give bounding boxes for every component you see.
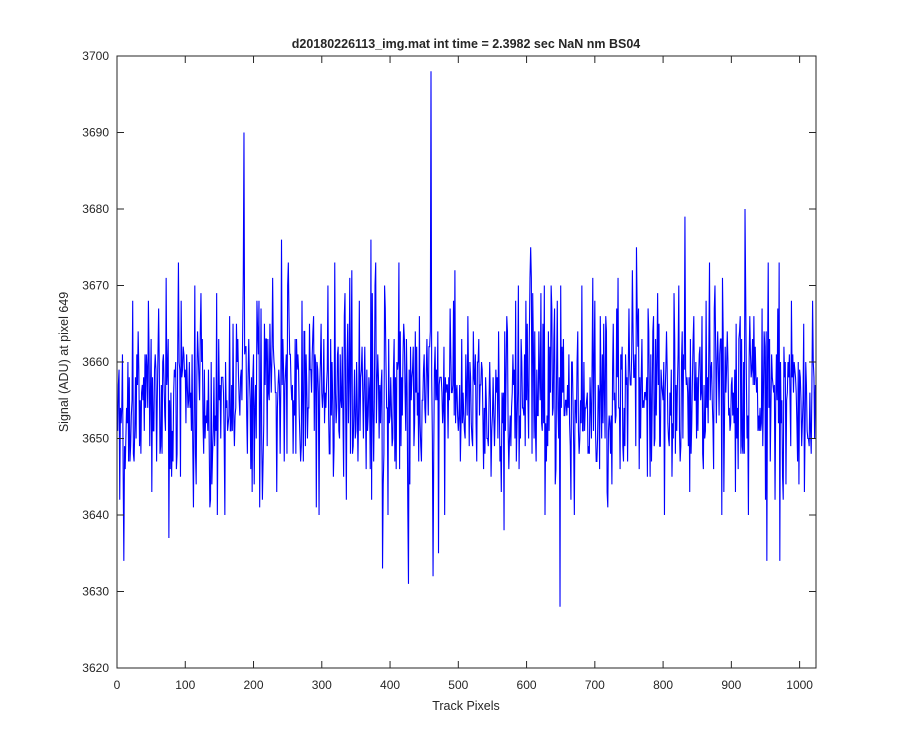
x-tick-label: 200 bbox=[244, 678, 264, 692]
y-tick-label: 3620 bbox=[82, 661, 109, 675]
y-tick-label: 3660 bbox=[82, 355, 109, 369]
chart-title: d20180226113_img.mat int time = 2.3982 s… bbox=[292, 37, 641, 51]
x-tick-label: 500 bbox=[448, 678, 468, 692]
x-tick-label: 0 bbox=[114, 678, 121, 692]
plot-box bbox=[116, 55, 817, 669]
y-tick-label: 3640 bbox=[82, 508, 109, 522]
x-axis-label: Track Pixels bbox=[432, 699, 500, 713]
y-axis: 3620 3630 3640 3650 3660 3670 3680 3690 3700 bbox=[82, 49, 816, 675]
x-tick-label: 100 bbox=[175, 678, 195, 692]
y-tick-label: 3670 bbox=[82, 279, 109, 293]
x-tick-label: 700 bbox=[585, 678, 605, 692]
x-axis: 0 100 200 300 400 500 600 700 800 900 1000 bbox=[114, 56, 813, 692]
x-tick-label: 400 bbox=[380, 678, 400, 692]
x-tick-label: 800 bbox=[653, 678, 673, 692]
signal-series-line bbox=[116, 71, 816, 607]
y-axis-label: Signal (ADU) at pixel 649 bbox=[57, 292, 71, 432]
y-tick-label: 3630 bbox=[82, 585, 109, 599]
x-tick-label: 600 bbox=[517, 678, 537, 692]
x-tick-label: 1000 bbox=[786, 678, 813, 692]
y-tick-label: 3700 bbox=[82, 49, 109, 63]
data-layer bbox=[116, 71, 816, 607]
x-tick-label: 300 bbox=[312, 678, 332, 692]
y-tick-label: 3650 bbox=[82, 432, 109, 446]
y-tick-label: 3680 bbox=[82, 202, 109, 216]
x-tick-label: 900 bbox=[721, 678, 741, 692]
y-tick-label: 3690 bbox=[82, 126, 109, 140]
